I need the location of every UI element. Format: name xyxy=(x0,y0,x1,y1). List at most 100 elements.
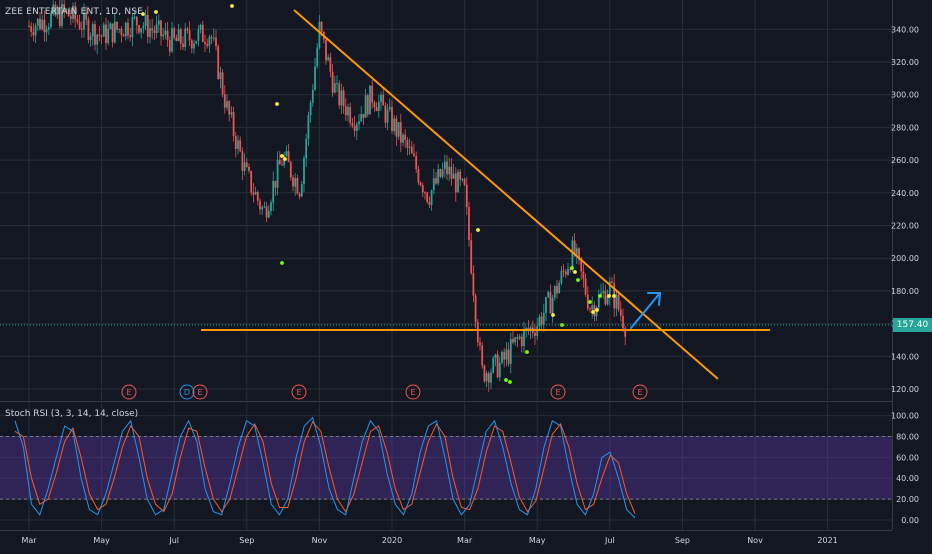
candle-body xyxy=(133,16,136,18)
candle-body xyxy=(206,43,209,46)
rsi-band xyxy=(0,436,892,500)
candle-body xyxy=(50,13,52,28)
candle-body xyxy=(292,177,294,187)
candle-body xyxy=(399,122,402,143)
candle-body xyxy=(371,85,374,103)
candle-body xyxy=(146,15,149,37)
candle-body xyxy=(98,34,101,36)
time-axis-label: Sep xyxy=(675,536,690,545)
event-marker-label: E xyxy=(637,388,642,397)
candle-body xyxy=(168,39,171,52)
candle-body xyxy=(562,270,565,272)
candle-body xyxy=(316,47,319,67)
candle-body xyxy=(608,281,611,297)
candle-body xyxy=(470,240,473,274)
candle-body xyxy=(254,192,257,195)
candle-body xyxy=(373,102,376,108)
candle-body xyxy=(360,114,363,122)
candle-body xyxy=(369,85,371,115)
price-axis-label: 140.00 xyxy=(891,352,919,361)
candle-body xyxy=(494,354,497,358)
candle-body xyxy=(406,140,409,148)
candle-body xyxy=(151,28,154,31)
candle-body xyxy=(223,94,226,108)
price-axis-label: 300.00 xyxy=(891,91,919,100)
candle-body xyxy=(311,89,314,103)
candle-body xyxy=(287,151,290,163)
candle-body xyxy=(542,312,545,325)
candle-body xyxy=(184,28,187,47)
time-axis-label: Nov xyxy=(312,536,328,545)
signal-dot xyxy=(612,294,616,298)
candle-body xyxy=(437,169,440,184)
candle-body xyxy=(362,114,365,118)
candle-body xyxy=(481,345,484,366)
candle-body xyxy=(177,29,180,42)
candle-body xyxy=(591,305,594,310)
candle-body xyxy=(430,190,433,205)
rsi-axis-label: 0.00 xyxy=(901,516,919,525)
time-axis-label: 2020 xyxy=(382,536,402,545)
candle-body xyxy=(586,294,589,309)
candle-body xyxy=(578,248,580,258)
event-marker: E xyxy=(632,384,648,400)
candle-body xyxy=(602,290,605,293)
candle-body xyxy=(63,4,66,11)
candle-body xyxy=(78,21,81,29)
candle-body xyxy=(153,30,156,33)
candle-body xyxy=(89,36,92,40)
candle-body xyxy=(344,106,347,116)
event-marker-label: E xyxy=(410,388,415,397)
time-axis-label: May xyxy=(93,536,110,545)
candle-body xyxy=(129,35,132,38)
price-axis-label: 220.00 xyxy=(891,222,919,231)
candle-body xyxy=(558,283,561,294)
candle-body xyxy=(336,83,338,85)
candle-body xyxy=(571,240,574,270)
projection-arrow-shaft xyxy=(630,292,661,329)
candle-body xyxy=(461,179,464,181)
candle-body xyxy=(448,166,451,175)
candle-body xyxy=(318,21,321,48)
candle-body xyxy=(617,294,620,310)
candle-body xyxy=(366,95,369,115)
candle-body xyxy=(428,202,431,205)
candle-body xyxy=(454,173,457,193)
candle-body xyxy=(606,296,609,305)
time-axis-label: Mar xyxy=(457,536,473,545)
candle-body xyxy=(567,268,569,275)
candle-body xyxy=(333,83,336,93)
candle-body xyxy=(380,94,382,102)
candle-body xyxy=(208,36,211,46)
candle-body xyxy=(580,257,583,272)
rsi-axis-label: 60.00 xyxy=(896,453,919,462)
price-axis-label: 280.00 xyxy=(891,123,919,132)
candle-body xyxy=(514,337,517,343)
candle-body xyxy=(241,151,244,171)
candle-body xyxy=(347,107,349,116)
candle-body xyxy=(274,180,277,188)
candle-body xyxy=(487,373,490,383)
candle-body xyxy=(65,9,68,11)
event-marker-ring xyxy=(405,384,421,400)
candle-body xyxy=(446,161,448,175)
candle-body xyxy=(338,83,341,106)
candle-body xyxy=(243,162,246,171)
candle-body xyxy=(87,19,90,40)
candle-body xyxy=(175,37,178,42)
candle-body xyxy=(498,362,501,378)
candle-body xyxy=(265,206,268,218)
candle-body xyxy=(197,29,200,41)
candle-body xyxy=(474,295,477,323)
candle-body xyxy=(39,18,41,29)
candle-body xyxy=(340,90,343,106)
candle-body xyxy=(162,34,165,37)
signal-dot xyxy=(591,310,595,314)
candle-body xyxy=(490,372,492,383)
candle-body xyxy=(465,184,468,208)
rsi-axis-label: 20.00 xyxy=(896,495,919,504)
candle-body xyxy=(351,122,354,126)
